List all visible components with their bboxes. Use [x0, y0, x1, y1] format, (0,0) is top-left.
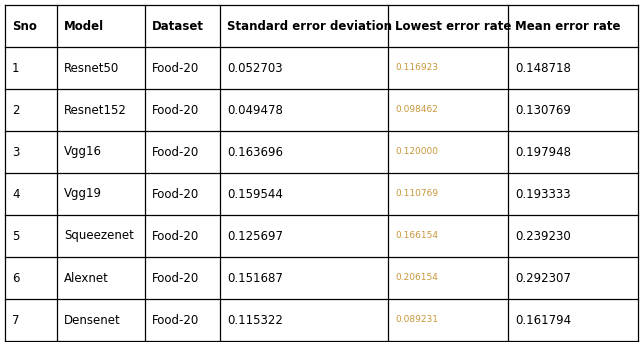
Text: 0.125697: 0.125697: [227, 229, 283, 242]
Text: Lowest error rate: Lowest error rate: [395, 19, 511, 32]
Text: 0.159544: 0.159544: [227, 187, 283, 200]
Text: Resnet50: Resnet50: [64, 62, 119, 75]
Text: Squeezenet: Squeezenet: [64, 229, 134, 242]
Text: 4: 4: [12, 187, 19, 200]
Text: 0.161794: 0.161794: [515, 314, 571, 327]
Text: 0.110769: 0.110769: [395, 189, 438, 198]
Text: 5: 5: [12, 229, 19, 242]
Text: 2: 2: [12, 104, 19, 117]
Text: Food-20: Food-20: [152, 314, 199, 327]
Text: 1: 1: [12, 62, 19, 75]
Text: Dataset: Dataset: [152, 19, 204, 32]
Text: 0.166154: 0.166154: [395, 232, 438, 240]
Text: 0.052703: 0.052703: [227, 62, 283, 75]
Text: Mean error rate: Mean error rate: [515, 19, 621, 32]
Text: Standard error deviation: Standard error deviation: [227, 19, 392, 32]
Text: Food-20: Food-20: [152, 62, 199, 75]
Text: 7: 7: [12, 314, 19, 327]
Text: 0.120000: 0.120000: [395, 147, 438, 157]
Text: 0.239230: 0.239230: [515, 229, 571, 242]
Text: Vgg19: Vgg19: [64, 187, 102, 200]
Text: Densenet: Densenet: [64, 314, 121, 327]
Text: Food-20: Food-20: [152, 272, 199, 285]
Text: Food-20: Food-20: [152, 187, 199, 200]
Text: 0.151687: 0.151687: [227, 272, 283, 285]
Text: 0.130769: 0.130769: [515, 104, 571, 117]
Text: 0.049478: 0.049478: [227, 104, 283, 117]
Text: Vgg16: Vgg16: [64, 145, 102, 158]
Text: Alexnet: Alexnet: [64, 272, 109, 285]
Text: Food-20: Food-20: [152, 104, 199, 117]
Text: Model: Model: [64, 19, 104, 32]
Text: 0.116923: 0.116923: [395, 64, 438, 73]
Text: Food-20: Food-20: [152, 145, 199, 158]
Text: 0.163696: 0.163696: [227, 145, 283, 158]
Text: 0.206154: 0.206154: [395, 274, 438, 282]
Text: 0.292307: 0.292307: [515, 272, 571, 285]
Text: 3: 3: [12, 145, 19, 158]
Text: 0.098462: 0.098462: [395, 105, 438, 115]
Text: Food-20: Food-20: [152, 229, 199, 242]
Text: 0.193333: 0.193333: [515, 187, 571, 200]
Text: 0.089231: 0.089231: [395, 316, 438, 325]
Text: 0.148718: 0.148718: [515, 62, 571, 75]
Text: 0.197948: 0.197948: [515, 145, 571, 158]
Text: Sno: Sno: [12, 19, 37, 32]
Text: Resnet152: Resnet152: [64, 104, 127, 117]
Text: 0.115322: 0.115322: [227, 314, 283, 327]
Text: 6: 6: [12, 272, 19, 285]
